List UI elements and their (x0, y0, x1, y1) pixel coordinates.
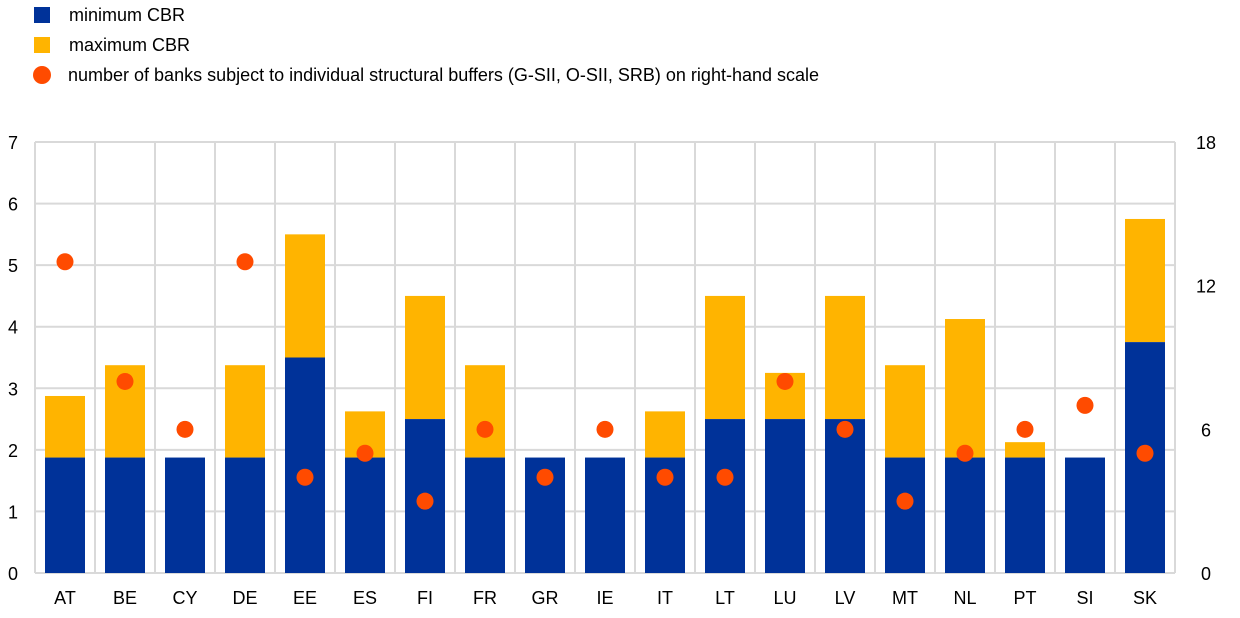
bar-max-NL (945, 319, 985, 458)
x-tick-label: SK (1133, 588, 1157, 608)
bar-max-EE (285, 234, 325, 358)
x-tick-label: SI (1076, 588, 1093, 608)
bar-min-FR (465, 457, 505, 573)
dot-banks-AT (56, 253, 74, 271)
y-left-tick-label: 5 (8, 256, 18, 276)
y-left-tick-label: 4 (8, 318, 18, 338)
legend-label-banks: number of banks subject to individual st… (68, 64, 820, 85)
x-tick-label: IE (596, 588, 613, 608)
dot-banks-DE (236, 253, 254, 271)
bar-max-SK (1125, 218, 1165, 343)
bar-min-LV (825, 419, 865, 573)
dot-banks-PT (1016, 420, 1034, 438)
bar-min-DE (225, 457, 265, 573)
y-right-tick-label: 18 (1196, 133, 1216, 153)
dot-banks-FI (416, 492, 434, 510)
y-left-tick-label: 7 (8, 133, 18, 153)
bar-max-IT (645, 411, 685, 458)
x-tick-label: IT (657, 588, 673, 608)
dot-banks-LT (716, 468, 734, 486)
x-tick-label: NL (953, 588, 976, 608)
bar-max-DE (225, 365, 265, 458)
legend-swatch-max (34, 37, 50, 53)
bar-min-ES (345, 457, 385, 573)
x-tick-label: LU (773, 588, 796, 608)
dot-banks-GR (536, 468, 554, 486)
dot-banks-CY (176, 420, 194, 438)
y-left-tick-label: 2 (8, 441, 18, 461)
dot-banks-IE (596, 420, 614, 438)
dot-banks-EE (296, 468, 314, 486)
bar-min-NL (945, 457, 985, 573)
dot-banks-BE (116, 372, 134, 390)
dot-banks-LV (836, 420, 854, 438)
bar-min-EE (285, 357, 325, 573)
bar-max-LT (705, 295, 745, 420)
bar-min-PT (1005, 457, 1045, 573)
bar-max-PT (1005, 442, 1045, 458)
bar-min-SI (1065, 457, 1105, 573)
bar-max-MT (885, 365, 925, 458)
legend-swatch-min (34, 7, 50, 23)
x-tick-label: LV (835, 588, 856, 608)
x-tick-label: AT (54, 588, 76, 608)
y-right-tick-label: 6 (1201, 420, 1211, 440)
x-tick-label: EE (293, 588, 317, 608)
dot-banks-SK (1136, 444, 1154, 462)
bar-min-LU (765, 419, 805, 573)
y-left-tick-label: 0 (8, 564, 18, 584)
dot-banks-FR (476, 420, 494, 438)
y-right-tick-label: 12 (1196, 277, 1216, 297)
x-tick-label: FI (417, 588, 433, 608)
bar-min-CY (165, 457, 205, 573)
legend-label-min: minimum CBR (69, 4, 186, 25)
dot-banks-LU (776, 372, 794, 390)
dot-banks-NL (956, 444, 974, 462)
legend-item-max: maximum CBR (34, 30, 819, 60)
legend-label-max: maximum CBR (69, 34, 191, 55)
y-left-tick-label: 1 (8, 502, 18, 522)
x-tick-label: PT (1013, 588, 1036, 608)
x-tick-label: FR (473, 588, 497, 608)
legend: minimum CBR maximum CBR number of banks … (33, 0, 820, 90)
x-tick-label: BE (113, 588, 137, 608)
bar-min-AT (45, 457, 85, 573)
bar-min-LT (705, 419, 745, 573)
bar-min-MT (885, 457, 925, 573)
bar-max-FI (405, 295, 445, 420)
y-left-tick-label: 3 (8, 379, 18, 399)
legend-marker-banks (33, 66, 51, 84)
x-tick-label: MT (892, 588, 918, 608)
legend-item-banks: number of banks subject to individual st… (33, 60, 820, 90)
x-tick-label: ES (353, 588, 377, 608)
bar-max-LV (825, 295, 865, 420)
x-tick-label: LT (715, 588, 735, 608)
legend-item-min: minimum CBR (34, 0, 819, 30)
dot-banks-SI (1076, 396, 1094, 414)
y-left-tick-label: 6 (8, 195, 18, 215)
y-right-tick-label: 0 (1201, 564, 1211, 584)
dot-banks-MT (896, 492, 914, 510)
x-tick-label: GR (532, 588, 559, 608)
x-tick-label: CY (172, 588, 197, 608)
bar-min-BE (105, 457, 145, 573)
x-tick-label: DE (232, 588, 257, 608)
dot-banks-ES (356, 444, 374, 462)
bar-max-AT (45, 395, 85, 458)
dot-banks-IT (656, 468, 674, 486)
bar-min-IE (585, 457, 625, 573)
bar-max-FR (465, 365, 505, 458)
